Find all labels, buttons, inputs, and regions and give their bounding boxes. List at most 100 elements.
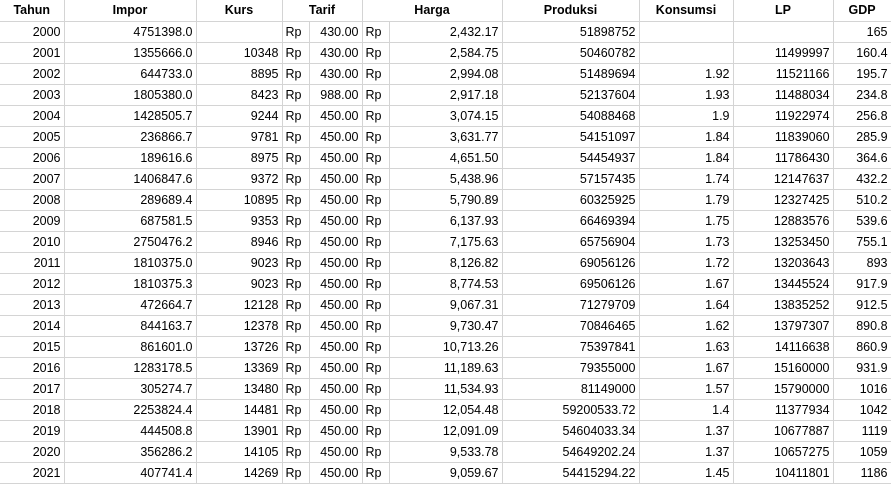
cell-impor[interactable]: 189616.6 bbox=[64, 147, 197, 169]
cell-harga[interactable]: 11,534.93 bbox=[389, 378, 503, 400]
cell-tahun[interactable]: 2012 bbox=[0, 273, 65, 295]
cell-harga-currency[interactable]: Rp bbox=[362, 84, 390, 106]
cell-harga[interactable]: 11,189.63 bbox=[389, 357, 503, 379]
cell-tarif[interactable]: 450.00 bbox=[309, 420, 363, 442]
cell-harga[interactable]: 2,917.18 bbox=[389, 84, 503, 106]
cell-tahun[interactable]: 2005 bbox=[0, 126, 65, 148]
cell-produksi[interactable]: 70846465 bbox=[502, 315, 640, 337]
cell-tahun[interactable]: 2007 bbox=[0, 168, 65, 190]
cell-konsumsi[interactable]: 1.9 bbox=[639, 105, 734, 127]
cell-impor[interactable]: 1810375.3 bbox=[64, 273, 197, 295]
cell-konsumsi[interactable]: 1.84 bbox=[639, 126, 734, 148]
cell-produksi[interactable]: 57157435 bbox=[502, 168, 640, 190]
cell-gdp[interactable]: 256.8 bbox=[833, 105, 891, 127]
cell-lp[interactable]: 10657275 bbox=[733, 441, 834, 463]
cell-impor[interactable]: 4751398.0 bbox=[64, 21, 197, 43]
cell-harga[interactable]: 2,994.08 bbox=[389, 63, 503, 85]
cell-kurs[interactable]: 9372 bbox=[196, 168, 283, 190]
cell-tahun[interactable]: 2009 bbox=[0, 210, 65, 232]
cell-impor[interactable]: 861601.0 bbox=[64, 336, 197, 358]
cell-kurs[interactable]: 8423 bbox=[196, 84, 283, 106]
cell-lp[interactable]: 10411801 bbox=[733, 462, 834, 484]
cell-impor[interactable]: 1355666.0 bbox=[64, 42, 197, 64]
cell-lp[interactable]: 11839060 bbox=[733, 126, 834, 148]
cell-tarif-currency[interactable]: Rp bbox=[282, 231, 310, 253]
cell-tahun[interactable]: 2001 bbox=[0, 42, 65, 64]
cell-lp[interactable]: 15790000 bbox=[733, 378, 834, 400]
cell-impor[interactable]: 2253824.4 bbox=[64, 399, 197, 421]
cell-produksi[interactable]: 54604033.34 bbox=[502, 420, 640, 442]
cell-tarif-currency[interactable]: Rp bbox=[282, 105, 310, 127]
cell-gdp[interactable]: 195.7 bbox=[833, 63, 891, 85]
cell-lp[interactable]: 13203643 bbox=[733, 252, 834, 274]
cell-tahun[interactable]: 2006 bbox=[0, 147, 65, 169]
cell-konsumsi[interactable]: 1.73 bbox=[639, 231, 734, 253]
cell-impor[interactable]: 1283178.5 bbox=[64, 357, 197, 379]
cell-produksi[interactable]: 71279709 bbox=[502, 294, 640, 316]
cell-konsumsi[interactable]: 1.92 bbox=[639, 63, 734, 85]
cell-tarif[interactable]: 450.00 bbox=[309, 189, 363, 211]
cell-harga-currency[interactable]: Rp bbox=[362, 168, 390, 190]
cell-konsumsi[interactable]: 1.45 bbox=[639, 462, 734, 484]
cell-tahun[interactable]: 2013 bbox=[0, 294, 65, 316]
cell-tarif-currency[interactable]: Rp bbox=[282, 189, 310, 211]
cell-gdp[interactable]: 1016 bbox=[833, 378, 891, 400]
cell-harga-currency[interactable]: Rp bbox=[362, 294, 390, 316]
cell-konsumsi[interactable]: 1.72 bbox=[639, 252, 734, 274]
cell-produksi[interactable]: 51489694 bbox=[502, 63, 640, 85]
cell-konsumsi[interactable]: 1.4 bbox=[639, 399, 734, 421]
cell-tahun[interactable]: 2003 bbox=[0, 84, 65, 106]
header-tarif[interactable]: Tarif bbox=[282, 0, 363, 22]
cell-kurs[interactable]: 9023 bbox=[196, 252, 283, 274]
cell-gdp[interactable]: 234.8 bbox=[833, 84, 891, 106]
cell-tarif-currency[interactable]: Rp bbox=[282, 42, 310, 64]
cell-harga[interactable]: 8,774.53 bbox=[389, 273, 503, 295]
cell-harga[interactable]: 12,054.48 bbox=[389, 399, 503, 421]
cell-tarif[interactable]: 450.00 bbox=[309, 462, 363, 484]
cell-harga[interactable]: 9,059.67 bbox=[389, 462, 503, 484]
cell-tarif[interactable]: 430.00 bbox=[309, 42, 363, 64]
cell-harga[interactable]: 12,091.09 bbox=[389, 420, 503, 442]
cell-gdp[interactable]: 917.9 bbox=[833, 273, 891, 295]
cell-produksi[interactable]: 54088468 bbox=[502, 105, 640, 127]
cell-konsumsi[interactable] bbox=[639, 21, 734, 43]
cell-harga-currency[interactable]: Rp bbox=[362, 420, 390, 442]
cell-impor[interactable]: 305274.7 bbox=[64, 378, 197, 400]
cell-gdp[interactable]: 1186 bbox=[833, 462, 891, 484]
header-konsumsi[interactable]: Konsumsi bbox=[639, 0, 734, 22]
cell-tarif-currency[interactable]: Rp bbox=[282, 126, 310, 148]
cell-konsumsi[interactable]: 1.74 bbox=[639, 168, 734, 190]
cell-impor[interactable]: 356286.2 bbox=[64, 441, 197, 463]
cell-tarif-currency[interactable]: Rp bbox=[282, 441, 310, 463]
cell-gdp[interactable]: 1059 bbox=[833, 441, 891, 463]
cell-produksi[interactable]: 51898752 bbox=[502, 21, 640, 43]
cell-konsumsi[interactable] bbox=[639, 42, 734, 64]
cell-konsumsi[interactable]: 1.57 bbox=[639, 378, 734, 400]
cell-gdp[interactable]: 931.9 bbox=[833, 357, 891, 379]
cell-impor[interactable]: 2750476.2 bbox=[64, 231, 197, 253]
cell-tarif-currency[interactable]: Rp bbox=[282, 399, 310, 421]
cell-harga[interactable]: 9,730.47 bbox=[389, 315, 503, 337]
cell-kurs[interactable]: 10348 bbox=[196, 42, 283, 64]
header-produksi[interactable]: Produksi bbox=[502, 0, 640, 22]
cell-tahun[interactable]: 2020 bbox=[0, 441, 65, 463]
cell-tarif[interactable]: 450.00 bbox=[309, 231, 363, 253]
cell-tarif[interactable]: 450.00 bbox=[309, 147, 363, 169]
cell-harga[interactable]: 5,438.96 bbox=[389, 168, 503, 190]
cell-lp[interactable]: 10677887 bbox=[733, 420, 834, 442]
cell-kurs[interactable]: 13726 bbox=[196, 336, 283, 358]
cell-konsumsi[interactable]: 1.62 bbox=[639, 315, 734, 337]
cell-harga-currency[interactable]: Rp bbox=[362, 21, 390, 43]
cell-produksi[interactable]: 60325925 bbox=[502, 189, 640, 211]
cell-harga-currency[interactable]: Rp bbox=[362, 42, 390, 64]
cell-impor[interactable]: 1810375.0 bbox=[64, 252, 197, 274]
cell-tarif[interactable]: 450.00 bbox=[309, 105, 363, 127]
cell-harga[interactable]: 3,631.77 bbox=[389, 126, 503, 148]
cell-impor[interactable]: 289689.4 bbox=[64, 189, 197, 211]
cell-harga-currency[interactable]: Rp bbox=[362, 252, 390, 274]
cell-konsumsi[interactable]: 1.75 bbox=[639, 210, 734, 232]
cell-tarif-currency[interactable]: Rp bbox=[282, 357, 310, 379]
cell-gdp[interactable]: 165 bbox=[833, 21, 891, 43]
cell-impor[interactable]: 1805380.0 bbox=[64, 84, 197, 106]
cell-harga-currency[interactable]: Rp bbox=[362, 105, 390, 127]
